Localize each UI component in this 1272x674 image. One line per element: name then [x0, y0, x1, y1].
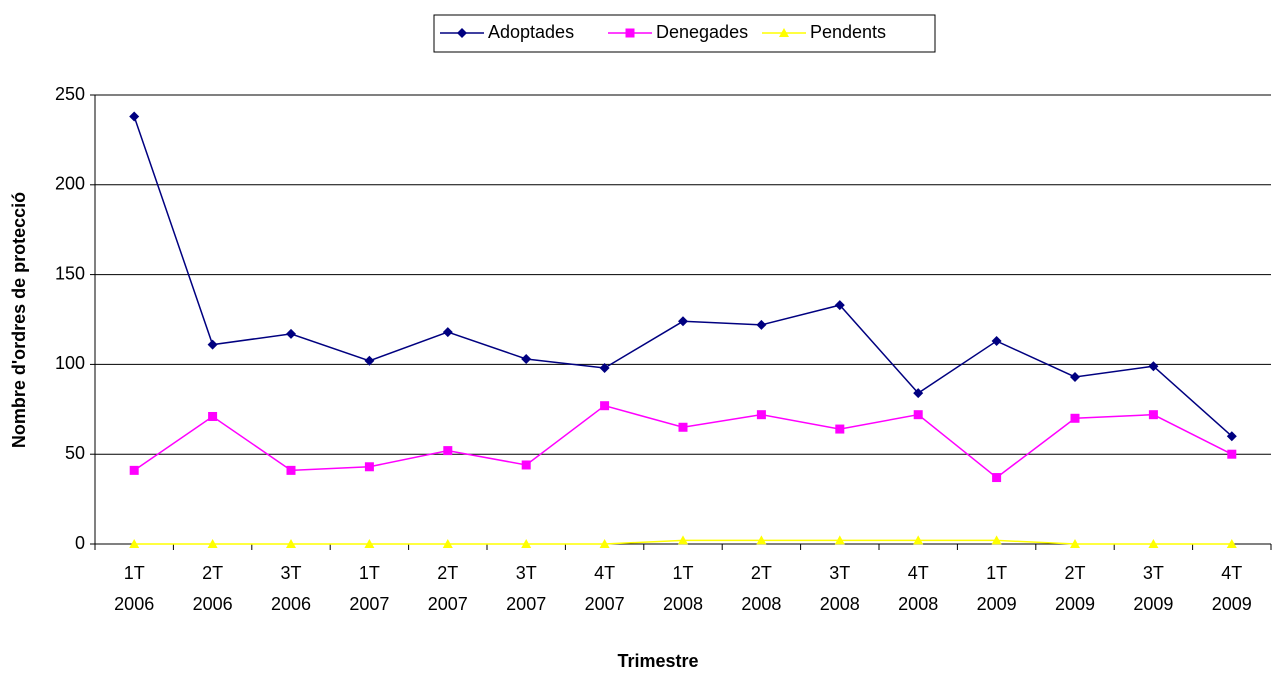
- legend-marker: [457, 28, 467, 38]
- legend-marker: [779, 28, 789, 37]
- y-tick-label: 0: [75, 533, 85, 553]
- x-axis-title: Trimestre: [617, 651, 698, 671]
- data-point: [992, 473, 1002, 483]
- data-point: [991, 535, 1002, 545]
- data-point: [1227, 449, 1237, 459]
- data-point: [599, 539, 610, 548]
- data-point: [756, 319, 767, 330]
- legend-label: Denegades: [656, 22, 748, 42]
- x-tick-label: 3T: [516, 563, 537, 583]
- x-tick-label: 1T: [359, 563, 380, 583]
- x-tick-label: 1T: [672, 563, 693, 583]
- x-tick-label: 3T: [1143, 563, 1164, 583]
- data-point: [1148, 410, 1158, 420]
- x-tick-label: 2006: [114, 594, 154, 614]
- data-point: [834, 300, 845, 311]
- y-axis-title: Nombre d'ordres de protecció: [9, 192, 29, 448]
- data-point: [678, 422, 688, 432]
- x-tick-label: 3T: [280, 563, 301, 583]
- data-point: [364, 355, 375, 366]
- x-tick-label: 2007: [428, 594, 468, 614]
- data-point: [991, 336, 1002, 347]
- x-tick-label: 2007: [349, 594, 389, 614]
- x-tick-label: 2009: [977, 594, 1017, 614]
- y-tick-label: 250: [55, 84, 85, 104]
- data-point: [756, 410, 766, 420]
- data-point: [599, 362, 610, 373]
- data-point: [1070, 371, 1080, 382]
- data-point: [1148, 361, 1159, 372]
- data-point: [521, 539, 532, 548]
- data-point: [129, 539, 140, 548]
- x-tick-label: 3T: [829, 563, 850, 583]
- data-point: [443, 446, 453, 456]
- y-tick-label: 150: [55, 263, 85, 283]
- data-point: [1226, 539, 1237, 548]
- data-point: [678, 535, 688, 545]
- data-point: [835, 424, 845, 434]
- data-point: [913, 410, 923, 420]
- data-point: [913, 535, 924, 545]
- data-point: [600, 401, 610, 411]
- data-point: [129, 465, 139, 475]
- data-point: [286, 465, 296, 475]
- x-tick-label: 2009: [1055, 594, 1095, 614]
- x-tick-label: 4T: [908, 563, 929, 583]
- series-line: [133, 404, 1233, 479]
- data-point: [913, 388, 924, 399]
- data-point: [364, 462, 374, 472]
- x-tick-label: 1T: [124, 563, 145, 583]
- x-tick-label: 2009: [1212, 594, 1252, 614]
- data-point: [521, 460, 531, 470]
- x-tick-label: 2008: [741, 594, 781, 614]
- x-tick-label: 2T: [437, 563, 458, 583]
- data-point: [756, 535, 767, 545]
- x-tick-label: 2008: [820, 594, 860, 614]
- data-point: [442, 539, 453, 548]
- x-tick-label: 2006: [193, 594, 233, 614]
- data-point: [129, 111, 140, 122]
- data-point: [207, 539, 218, 548]
- legend-label: Adoptades: [488, 22, 574, 42]
- x-tick-label: 2T: [202, 563, 223, 583]
- data-point: [1226, 431, 1237, 442]
- x-tick-label: 2006: [271, 594, 311, 614]
- series-line: [133, 116, 1233, 437]
- data-point: [207, 339, 218, 350]
- y-tick-label: 50: [65, 443, 85, 463]
- data-point: [1070, 539, 1080, 548]
- data-point: [442, 327, 453, 338]
- data-point: [286, 539, 296, 548]
- data-point: [1070, 413, 1080, 423]
- x-tick-label: 2008: [898, 594, 938, 614]
- x-tick-label: 2007: [585, 594, 625, 614]
- legend-label: Pendents: [810, 22, 886, 42]
- y-tick-label: 200: [55, 174, 85, 194]
- x-tick-label: 2T: [751, 563, 772, 583]
- x-tick-label: 2T: [1064, 563, 1085, 583]
- legend-marker: [625, 28, 635, 38]
- data-point: [1148, 539, 1159, 548]
- data-point: [678, 316, 688, 327]
- legend-box: [433, 14, 936, 53]
- y-tick-label: 100: [55, 353, 85, 373]
- x-tick-label: 2008: [663, 594, 703, 614]
- data-point: [364, 539, 375, 548]
- x-tick-label: 4T: [1221, 563, 1242, 583]
- x-tick-label: 2009: [1133, 594, 1173, 614]
- x-tick-label: 1T: [986, 563, 1007, 583]
- data-point: [208, 411, 218, 421]
- data-point: [834, 535, 845, 545]
- x-tick-label: 2007: [506, 594, 546, 614]
- x-tick-label: 4T: [594, 563, 615, 583]
- data-point: [286, 328, 296, 339]
- data-point: [521, 354, 532, 365]
